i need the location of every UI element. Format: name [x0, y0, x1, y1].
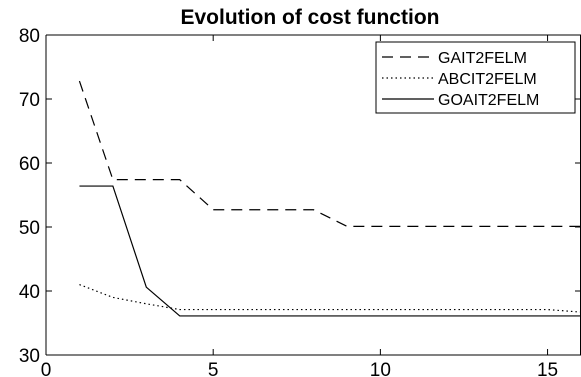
legend-label-gait2felm: GAIT2FELM — [438, 50, 527, 67]
x-tick-label: 10 — [370, 360, 391, 377]
y-tick-label: 40 — [19, 282, 40, 303]
y-tick-label: 30 — [19, 346, 40, 367]
series-line-goait2felm — [79, 185, 581, 317]
chart-title: Evolution of cost function — [181, 6, 440, 29]
y-tick-label: 70 — [19, 90, 40, 111]
y-tick-label: 60 — [19, 154, 40, 175]
y-tick-label: 50 — [19, 218, 40, 239]
legend-label-abcit2felm: ABCIT2FELM — [438, 71, 537, 88]
series-line-gait2felm — [78, 80, 581, 227]
x-tick-label: 0 — [41, 360, 52, 377]
x-tick-label: 5 — [208, 360, 219, 377]
plot-area: 30 40 50 60 70 80 0 5 10 15 GAIT2FELM ABCIT2FELM GOA… — [19, 26, 581, 377]
y-tick-label: 80 — [19, 26, 40, 47]
x-tick-label: 15 — [537, 360, 558, 377]
legend-label-goait2felm: GOAIT2FELM — [438, 92, 539, 109]
series-line-abcit2felm — [79, 284, 581, 313]
